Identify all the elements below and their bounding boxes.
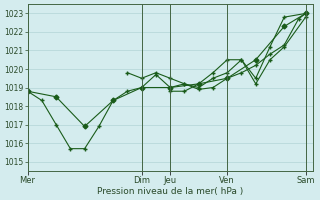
X-axis label: Pression niveau de la mer( hPa ): Pression niveau de la mer( hPa ): [97, 187, 243, 196]
